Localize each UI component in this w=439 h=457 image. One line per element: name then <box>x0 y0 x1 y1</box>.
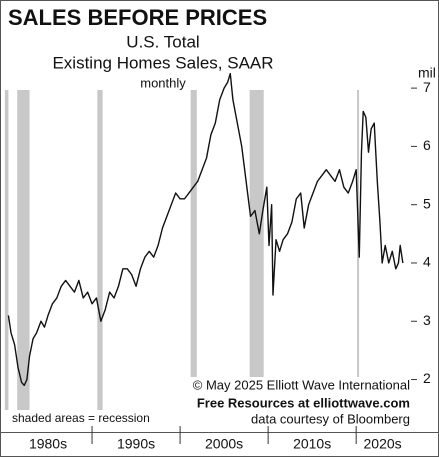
x-tick-label: 2020s <box>364 436 402 452</box>
x-tick-label: 1980s <box>29 436 67 452</box>
recession-band <box>4 90 9 410</box>
recession-band <box>190 90 197 410</box>
recession-band <box>17 90 30 410</box>
y-tick-label: 7 <box>423 79 431 95</box>
y-tick-label: 5 <box>423 195 431 211</box>
subtitle: Existing Homes Sales, SAAR <box>52 53 273 72</box>
y-tick-label: 4 <box>423 254 431 270</box>
annotation-backdrop <box>170 377 415 427</box>
chart-title: SALES BEFORE PRICES <box>8 5 267 30</box>
annotation: © May 2025 Elliott Wave International <box>193 377 410 392</box>
recession-note: shaded areas = recession <box>12 411 150 425</box>
annotation: Free Resources at elliottwave.com <box>197 395 410 410</box>
data-line <box>7 72 404 387</box>
y-tick-label: 3 <box>423 312 431 328</box>
x-tick-label: 1990s <box>117 436 155 452</box>
y-tick-label: 6 <box>423 137 431 153</box>
recession-band <box>249 90 264 410</box>
y-tick-label: 2 <box>423 370 431 386</box>
y-unit: mil <box>418 65 436 81</box>
x-tick-label: 2010s <box>293 436 331 452</box>
recession-layer <box>4 90 360 410</box>
annotation: data courtesy of Bloomberg <box>251 411 410 426</box>
x-tick-label: 2000s <box>205 436 243 452</box>
recession-band <box>97 90 103 410</box>
recession-band <box>357 90 360 410</box>
subtitle: monthly <box>140 75 186 90</box>
subtitle: U.S. Total <box>126 32 199 51</box>
